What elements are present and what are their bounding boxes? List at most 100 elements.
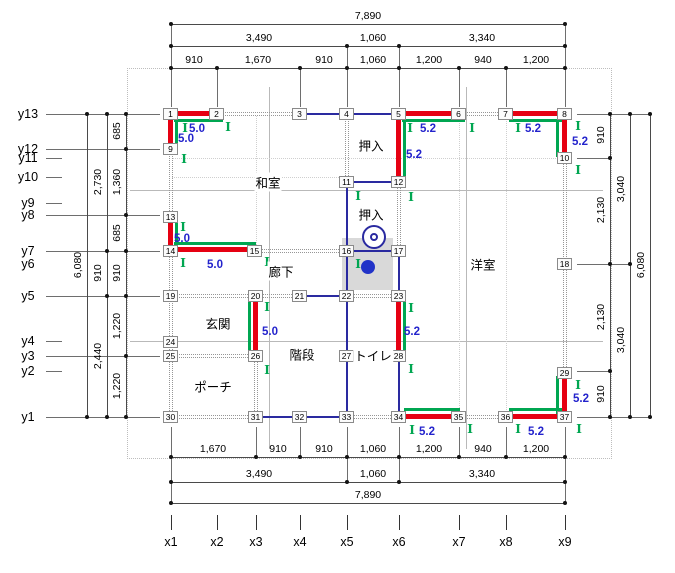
extension-line bbox=[577, 114, 652, 115]
wall-outline-dashed bbox=[169, 356, 173, 417]
wall-backing-green bbox=[248, 298, 251, 354]
node-box: 22 bbox=[339, 290, 354, 302]
axis-tick bbox=[300, 515, 301, 530]
dimension-label: 940 bbox=[474, 443, 492, 455]
wall-outline-dashed bbox=[345, 114, 349, 182]
wall-backing-green bbox=[404, 408, 460, 411]
wall-outline-dashed bbox=[169, 149, 173, 217]
extension-line bbox=[459, 427, 460, 457]
wall-value: 5.2 bbox=[404, 326, 420, 338]
anchor-mark: I bbox=[407, 121, 413, 135]
anchor-mark: I bbox=[264, 363, 270, 377]
dimension-point bbox=[608, 415, 612, 419]
extension-line bbox=[46, 215, 160, 216]
axis-label-x: x1 bbox=[164, 535, 178, 549]
bearing-wall-red bbox=[396, 117, 401, 180]
extension-line bbox=[565, 427, 566, 503]
dimension-point bbox=[124, 249, 128, 253]
node-box: 12 bbox=[391, 176, 406, 188]
axis-label-y: y2 bbox=[21, 364, 35, 378]
frame-line-blue bbox=[347, 181, 399, 183]
node-box: 30 bbox=[163, 411, 178, 423]
extension-line bbox=[399, 427, 400, 482]
wall-outline-dashed bbox=[171, 294, 256, 298]
axis-label-y: y12 bbox=[17, 142, 39, 156]
dimension-line bbox=[171, 457, 565, 458]
anchor-mark: I bbox=[182, 121, 188, 135]
dimension-point bbox=[169, 44, 173, 48]
dimension-point bbox=[124, 294, 128, 298]
dimension-label: 3,340 bbox=[468, 32, 496, 44]
axis-label-y: y5 bbox=[21, 289, 35, 303]
dimension-point bbox=[345, 455, 349, 459]
wall-outline-dashed bbox=[256, 294, 300, 298]
node-box: 2 bbox=[209, 108, 224, 120]
dimension-label: 1,200 bbox=[522, 443, 550, 455]
node-box: 10 bbox=[557, 152, 572, 164]
dimension-point bbox=[397, 455, 401, 459]
node-box: 15 bbox=[247, 245, 262, 257]
division-line bbox=[130, 341, 603, 342]
axis-tick bbox=[256, 515, 257, 530]
extension-line bbox=[46, 158, 62, 159]
frame-line-blue bbox=[300, 295, 347, 297]
dimension-label: 1,220 bbox=[111, 372, 123, 400]
dimension-label: 1,360 bbox=[111, 168, 123, 196]
wall-value: 5.0 bbox=[178, 133, 194, 145]
dimension-point bbox=[124, 147, 128, 151]
dimension-label: 3,340 bbox=[468, 468, 496, 480]
dimension-line bbox=[126, 114, 127, 417]
dimension-label: 3,040 bbox=[615, 326, 627, 354]
extension-line bbox=[347, 46, 348, 107]
dimension-label: 1,200 bbox=[415, 54, 443, 66]
dimension-point bbox=[608, 262, 612, 266]
extension-line bbox=[46, 203, 62, 204]
extension-line bbox=[46, 341, 62, 342]
node-box: 26 bbox=[248, 350, 263, 362]
dimension-point bbox=[124, 213, 128, 217]
wall-value: 5.2 bbox=[573, 393, 589, 405]
extension-line bbox=[506, 427, 507, 457]
dimension-point bbox=[124, 354, 128, 358]
dimension-point bbox=[563, 455, 567, 459]
extension-line bbox=[577, 158, 612, 159]
grid-dotted-line bbox=[172, 158, 562, 159]
frame-line-blue bbox=[398, 356, 400, 417]
axis-label-x: x3 bbox=[249, 535, 263, 549]
wall-backing-green bbox=[175, 221, 178, 249]
dimension-line bbox=[650, 114, 651, 417]
anchor-mark: I bbox=[409, 423, 415, 437]
anchor-mark: I bbox=[180, 220, 186, 234]
node-box: 35 bbox=[451, 411, 466, 423]
anchor-mark: I bbox=[467, 422, 473, 436]
dimension-point bbox=[169, 480, 173, 484]
node-box: 20 bbox=[248, 290, 263, 302]
dimension-label: 910 bbox=[595, 126, 607, 144]
wall-value: 5.0 bbox=[189, 123, 205, 135]
dimension-point bbox=[254, 455, 258, 459]
dimension-label: 3,490 bbox=[245, 468, 273, 480]
axis-label-y: y11 bbox=[18, 151, 38, 165]
node-box: 36 bbox=[498, 411, 513, 423]
dimension-point bbox=[105, 415, 109, 419]
node-box: 6 bbox=[451, 108, 466, 120]
anchor-mark: I bbox=[575, 163, 581, 177]
wall-backing-green bbox=[403, 119, 406, 181]
dimension-point bbox=[298, 455, 302, 459]
axis-label-y: y6 bbox=[21, 257, 35, 271]
bearing-wall-red bbox=[508, 111, 564, 116]
dimension-label: 1,060 bbox=[359, 32, 387, 44]
node-box: 4 bbox=[339, 108, 354, 120]
dimension-label: 1,670 bbox=[199, 443, 227, 455]
anchor-mark: I bbox=[181, 152, 187, 166]
bearing-wall-red bbox=[401, 414, 457, 419]
dimension-label: 940 bbox=[474, 54, 492, 66]
dimension-point bbox=[563, 22, 567, 26]
dimension-point bbox=[169, 501, 173, 505]
dimension-label: 685 bbox=[111, 224, 123, 242]
node-box: 17 bbox=[391, 245, 406, 257]
dimension-label: 1,200 bbox=[522, 54, 550, 66]
wall-backing-green bbox=[174, 119, 223, 122]
room-label: 押入 bbox=[357, 135, 385, 155]
